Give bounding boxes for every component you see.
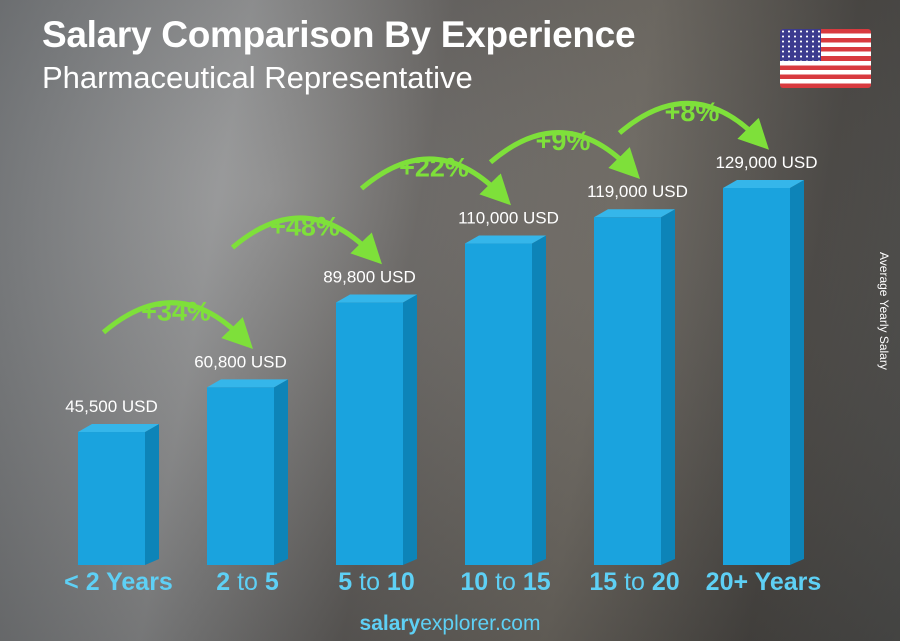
bar-top [723,180,804,188]
bar [336,302,403,565]
bar-side [661,209,675,566]
bar-side [274,379,288,565]
increase-arrow [488,130,640,179]
bar-top [336,294,417,303]
increase-arrow [359,156,511,206]
category-label: 20+ Years [705,568,822,596]
bar-top [207,379,288,388]
bar-side [403,294,417,565]
value-label: 110,000 USD [458,209,559,228]
bar-side [532,235,546,565]
chart-title: Salary Comparison By Experience [42,14,636,55]
bar [594,217,661,566]
increase-label: +9% [536,126,591,156]
bar-top [594,209,675,218]
increase-arrow [617,101,769,150]
bar [207,387,274,565]
y-axis-label: Average Yearly Salary [877,252,891,370]
category-label: 10 to 15 [460,568,551,596]
increase-label: +8% [665,97,720,127]
bar [78,432,145,565]
category-label: 5 to 10 [338,568,415,596]
value-label: 45,500 USD [65,397,158,416]
bar-top [78,424,159,433]
brand-rest: explorer.com [420,612,541,635]
bar-side [145,424,159,565]
value-label: 60,800 USD [194,352,287,371]
bar-side [790,180,804,565]
increase-label: +34% [141,296,211,326]
value-label: 129,000 USD [715,153,817,172]
category-label: 15 to 20 [589,568,680,596]
increase-label: +48% [270,212,340,242]
increase-arrow [101,300,253,350]
value-label: 119,000 USD [587,182,688,201]
category-label: 2 to 5 [216,568,279,596]
brand-bold: salary [359,612,421,635]
increase-label: +22% [399,153,469,183]
value-label: 89,800 USD [323,268,416,287]
bar [723,188,790,565]
us-flag-icon [780,29,871,88]
chart-subtitle: Pharmaceutical Representative [42,60,473,95]
footer-brand: salaryexplorer.com [0,612,900,636]
bar [465,243,532,565]
increase-arrow [230,215,382,265]
bar-top [465,235,546,244]
category-label: < 2 Years [64,568,173,596]
